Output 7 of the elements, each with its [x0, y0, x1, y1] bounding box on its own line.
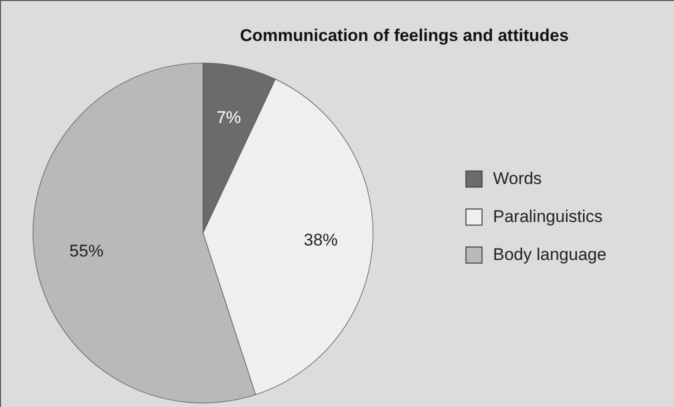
legend-label: Paralinguistics [493, 207, 603, 226]
data-label: 7% [216, 108, 242, 127]
data-label: 38% [304, 230, 338, 250]
legend-label: Words [493, 169, 542, 188]
chart-title: Communication of feelings and attitudes [240, 26, 569, 45]
legend-label: Body language [493, 245, 606, 264]
data-label: 55% [69, 241, 104, 260]
